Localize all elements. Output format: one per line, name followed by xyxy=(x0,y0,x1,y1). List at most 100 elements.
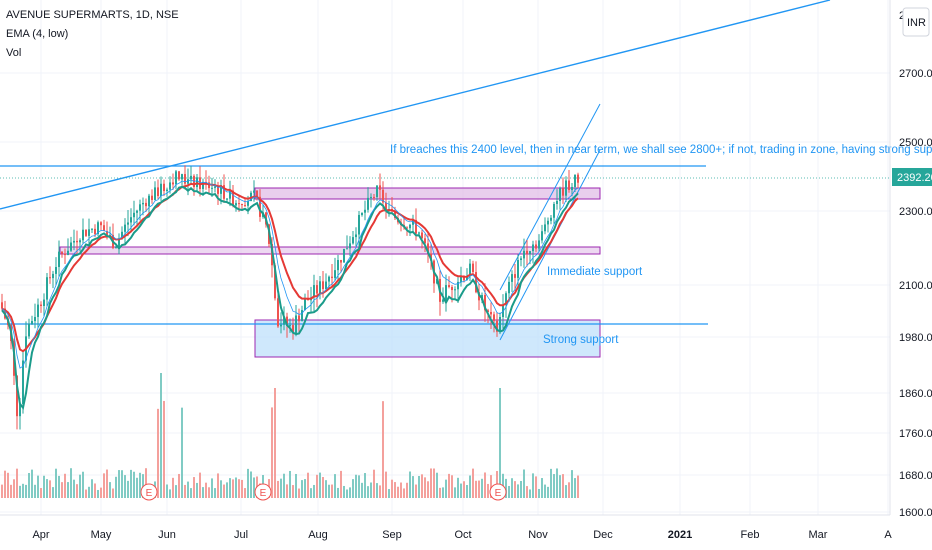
candle-body xyxy=(1,302,3,309)
volume-bar xyxy=(526,486,528,498)
candle-body xyxy=(364,209,366,213)
candle-body xyxy=(496,320,498,332)
candle-body xyxy=(565,180,567,196)
volume-bar xyxy=(439,487,441,498)
candle-body xyxy=(130,217,132,223)
candle-body xyxy=(382,189,384,203)
candle-body xyxy=(229,190,231,199)
candle-body xyxy=(505,293,507,305)
volume-bar xyxy=(424,477,426,498)
volume-bar xyxy=(319,472,321,498)
candle-body xyxy=(121,231,123,239)
candle-body xyxy=(409,224,411,229)
candle-body xyxy=(463,276,465,281)
resistance-zone xyxy=(254,187,601,200)
volume-bar xyxy=(403,488,405,498)
candle-body xyxy=(325,281,327,290)
time-tick-label: Oct xyxy=(454,529,471,541)
candle-body xyxy=(61,251,63,254)
volume-bar xyxy=(220,480,222,498)
volume-indicator-label[interactable]: Vol xyxy=(6,47,22,59)
volume-bar xyxy=(61,482,63,498)
candle-body xyxy=(571,186,573,191)
candle-body xyxy=(517,259,519,278)
volume-bar xyxy=(298,488,300,498)
candle-body xyxy=(19,404,21,417)
volume-bar xyxy=(34,484,36,498)
volume-bar xyxy=(427,481,429,498)
ema-indicator-label[interactable]: EMA (4, low) xyxy=(6,28,69,40)
candle-body xyxy=(160,183,162,197)
volume-bar xyxy=(4,470,6,498)
volume-bar xyxy=(544,484,546,498)
candle-body xyxy=(181,174,183,180)
volume-bar xyxy=(436,472,438,498)
volume-bar xyxy=(508,485,510,498)
volume-bar xyxy=(241,479,243,498)
volume-bar xyxy=(232,479,234,498)
candle-body xyxy=(64,253,66,256)
time-axis[interactable]: Apr May Jun Jul Aug Sep Oct Nov Dec 2021 Feb Mar A xyxy=(0,514,892,541)
candle-body xyxy=(79,240,81,243)
candle-body xyxy=(490,311,492,315)
chart-grid xyxy=(0,0,890,515)
price-axis[interactable]: 2700.00 2500.00 2300.00 2100.00 1980.00 1860.… xyxy=(889,0,932,519)
symbol-title[interactable]: AVENUE SUPERMARTS, 1D, NSE xyxy=(6,9,179,21)
candle-body xyxy=(103,225,105,232)
volume-bar xyxy=(163,400,165,498)
volume-bar xyxy=(505,478,507,498)
volume-bar xyxy=(91,479,93,498)
candle-body xyxy=(235,203,237,206)
volume-bar xyxy=(46,479,48,498)
candle-body xyxy=(190,175,192,180)
candle-body xyxy=(154,187,156,200)
volume-bar xyxy=(394,482,396,498)
volume-bar xyxy=(250,471,252,498)
volume-bar xyxy=(406,482,408,498)
candle-body xyxy=(574,174,576,187)
candle-body xyxy=(82,229,84,241)
volume-bar xyxy=(253,477,255,498)
currency-badge[interactable]: INR xyxy=(902,7,930,37)
volume-bar xyxy=(559,475,561,498)
volume-bar xyxy=(82,471,84,498)
volume-bar xyxy=(292,485,294,498)
currency-label: INR xyxy=(907,17,926,29)
candle-body xyxy=(115,247,117,249)
volume-bar xyxy=(166,484,168,498)
volume-bar xyxy=(517,484,519,498)
price-tick-label: 1980.00 xyxy=(899,332,932,344)
volume-bar xyxy=(364,473,366,498)
candle-body xyxy=(487,310,489,312)
volume-bar xyxy=(574,478,576,498)
candle-body xyxy=(157,187,159,197)
volume-bar xyxy=(415,484,417,498)
volume-bar xyxy=(310,488,312,498)
candle-body xyxy=(178,171,180,180)
volume-bar xyxy=(352,479,354,498)
candle-body xyxy=(514,274,516,278)
volume-bar xyxy=(1,484,3,498)
volume-bar xyxy=(271,407,273,498)
candle-body xyxy=(415,219,417,234)
volume-bar xyxy=(316,474,318,498)
candle-body xyxy=(412,219,414,225)
time-tick-label: Jul xyxy=(234,529,248,541)
chart-legend: AVENUE SUPERMARTS, 1D, NSE EMA (4, low) … xyxy=(6,6,179,63)
channel-upper xyxy=(499,103,601,291)
volume-bar xyxy=(70,468,72,498)
price-tick-label: 1680.00 xyxy=(899,470,932,482)
candle-body xyxy=(124,224,126,232)
candle-body xyxy=(298,315,300,322)
time-tick-label: Jun xyxy=(158,529,176,541)
volume-bar xyxy=(421,474,423,498)
candle-body xyxy=(76,240,78,243)
main-annotation: If breaches this 2400 level, then in nea… xyxy=(390,144,932,156)
earnings-marker: E xyxy=(140,483,158,501)
candle-body xyxy=(370,196,372,198)
volume-bar xyxy=(223,484,225,498)
current-price-value: 2392.20 xyxy=(897,172,932,184)
candle-body xyxy=(406,227,408,229)
